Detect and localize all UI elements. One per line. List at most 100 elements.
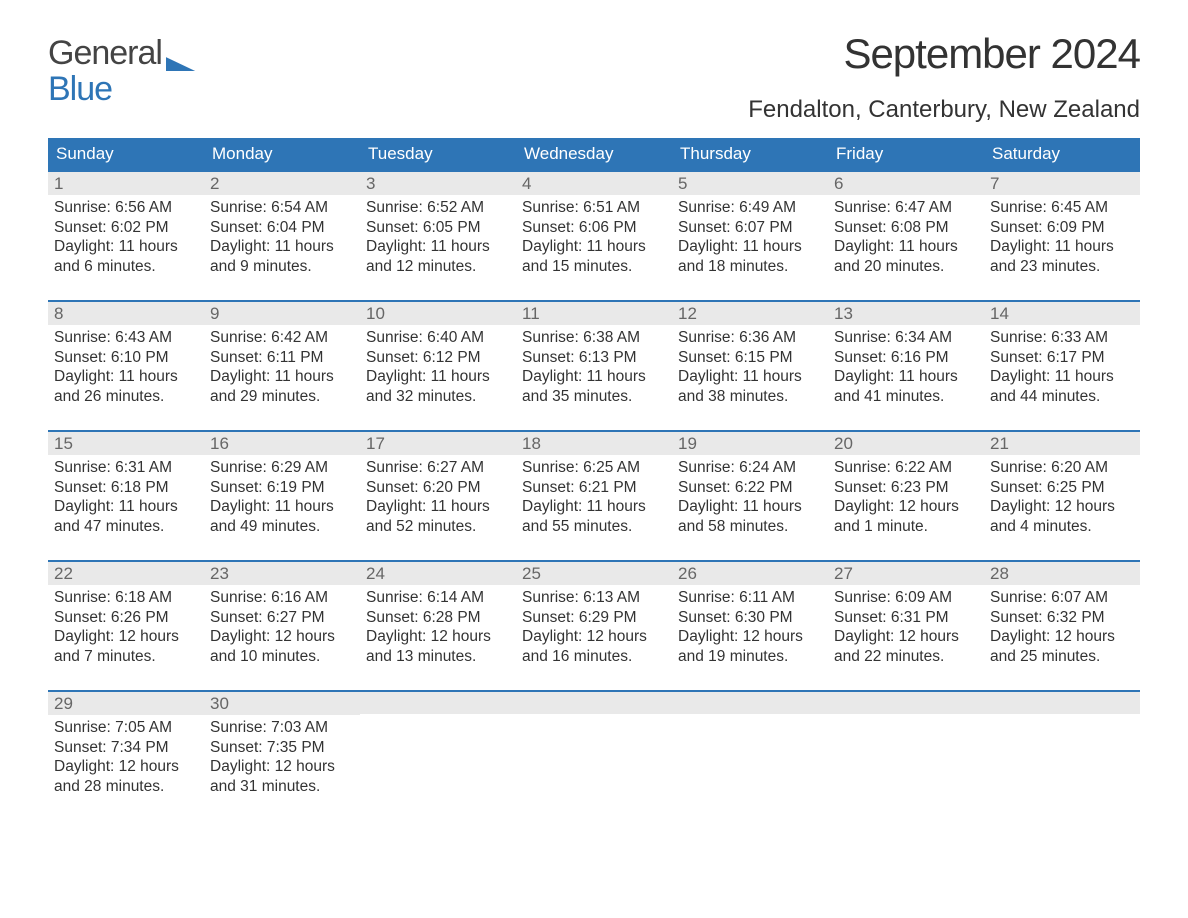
day-number: 11 xyxy=(516,302,672,325)
day2-line: and 38 minutes. xyxy=(678,387,822,407)
day-number: 16 xyxy=(204,432,360,455)
day1-line: Daylight: 11 hours xyxy=(366,367,510,387)
day2-line: and 22 minutes. xyxy=(834,647,978,667)
day-cell: 18Sunrise: 6:25 AMSunset: 6:21 PMDayligh… xyxy=(516,432,672,560)
day1-line: Daylight: 11 hours xyxy=(210,367,354,387)
day-number: 3 xyxy=(360,172,516,195)
day2-line: and 58 minutes. xyxy=(678,517,822,537)
sunrise-line: Sunrise: 6:31 AM xyxy=(54,458,198,478)
sunset-line: Sunset: 6:22 PM xyxy=(678,478,822,498)
sunrise-line: Sunrise: 7:05 AM xyxy=(54,718,198,738)
day-number: 15 xyxy=(48,432,204,455)
day2-line: and 13 minutes. xyxy=(366,647,510,667)
sunset-line: Sunset: 6:26 PM xyxy=(54,608,198,628)
day-number: 1 xyxy=(48,172,204,195)
day-cell: 4Sunrise: 6:51 AMSunset: 6:06 PMDaylight… xyxy=(516,172,672,300)
day1-line: Daylight: 12 hours xyxy=(834,497,978,517)
day1-line: Daylight: 12 hours xyxy=(990,627,1134,647)
day2-line: and 28 minutes. xyxy=(54,777,198,797)
day-cell: 6Sunrise: 6:47 AMSunset: 6:08 PMDaylight… xyxy=(828,172,984,300)
day-number: 8 xyxy=(48,302,204,325)
sunset-line: Sunset: 6:15 PM xyxy=(678,348,822,368)
day2-line: and 23 minutes. xyxy=(990,257,1134,277)
sunrise-line: Sunrise: 6:22 AM xyxy=(834,458,978,478)
day1-line: Daylight: 11 hours xyxy=(990,367,1134,387)
day-number: 2 xyxy=(204,172,360,195)
day-number xyxy=(984,692,1140,714)
day-cell xyxy=(516,692,672,820)
day2-line: and 16 minutes. xyxy=(522,647,666,667)
sunrise-line: Sunrise: 6:14 AM xyxy=(366,588,510,608)
day-cell: 26Sunrise: 6:11 AMSunset: 6:30 PMDayligh… xyxy=(672,562,828,690)
sunrise-line: Sunrise: 6:33 AM xyxy=(990,328,1134,348)
day-cell: 13Sunrise: 6:34 AMSunset: 6:16 PMDayligh… xyxy=(828,302,984,430)
sunrise-line: Sunrise: 6:49 AM xyxy=(678,198,822,218)
sunset-line: Sunset: 6:25 PM xyxy=(990,478,1134,498)
day-number: 4 xyxy=(516,172,672,195)
sunrise-line: Sunrise: 6:56 AM xyxy=(54,198,198,218)
brand-bottom: Blue xyxy=(48,72,162,108)
sunset-line: Sunset: 6:04 PM xyxy=(210,218,354,238)
sunrise-line: Sunrise: 6:47 AM xyxy=(834,198,978,218)
brand-top: General xyxy=(48,36,162,72)
day-header: Thursday xyxy=(672,138,828,170)
page-header: General Blue September 2024 Fendalton, C… xyxy=(48,30,1140,134)
day1-line: Daylight: 11 hours xyxy=(54,237,198,257)
sunset-line: Sunset: 6:05 PM xyxy=(366,218,510,238)
sunset-line: Sunset: 6:02 PM xyxy=(54,218,198,238)
day1-line: Daylight: 11 hours xyxy=(990,237,1134,257)
day-number: 24 xyxy=(360,562,516,585)
sunrise-line: Sunrise: 6:43 AM xyxy=(54,328,198,348)
month-title: September 2024 xyxy=(748,30,1140,78)
sunset-line: Sunset: 6:12 PM xyxy=(366,348,510,368)
day-number: 29 xyxy=(48,692,204,715)
day2-line: and 12 minutes. xyxy=(366,257,510,277)
day-header-row: Sunday Monday Tuesday Wednesday Thursday… xyxy=(48,138,1140,170)
day1-line: Daylight: 11 hours xyxy=(678,497,822,517)
sunrise-line: Sunrise: 6:09 AM xyxy=(834,588,978,608)
sunset-line: Sunset: 6:23 PM xyxy=(834,478,978,498)
day-cell: 29Sunrise: 7:05 AMSunset: 7:34 PMDayligh… xyxy=(48,692,204,820)
sunrise-line: Sunrise: 6:34 AM xyxy=(834,328,978,348)
day1-line: Daylight: 12 hours xyxy=(366,627,510,647)
day-cell: 10Sunrise: 6:40 AMSunset: 6:12 PMDayligh… xyxy=(360,302,516,430)
sunrise-line: Sunrise: 6:36 AM xyxy=(678,328,822,348)
day-number: 25 xyxy=(516,562,672,585)
day-cell xyxy=(828,692,984,820)
sunset-line: Sunset: 6:13 PM xyxy=(522,348,666,368)
day-number xyxy=(672,692,828,714)
day2-line: and 6 minutes. xyxy=(54,257,198,277)
day2-line: and 32 minutes. xyxy=(366,387,510,407)
day1-line: Daylight: 11 hours xyxy=(366,497,510,517)
sunset-line: Sunset: 6:07 PM xyxy=(678,218,822,238)
sunrise-line: Sunrise: 6:45 AM xyxy=(990,198,1134,218)
day-number: 9 xyxy=(204,302,360,325)
day2-line: and 20 minutes. xyxy=(834,257,978,277)
day-cell: 27Sunrise: 6:09 AMSunset: 6:31 PMDayligh… xyxy=(828,562,984,690)
sunrise-line: Sunrise: 6:27 AM xyxy=(366,458,510,478)
day2-line: and 1 minute. xyxy=(834,517,978,537)
day-number: 19 xyxy=(672,432,828,455)
sunrise-line: Sunrise: 6:54 AM xyxy=(210,198,354,218)
day1-line: Daylight: 12 hours xyxy=(54,757,198,777)
day-number: 13 xyxy=(828,302,984,325)
day-number: 27 xyxy=(828,562,984,585)
sunrise-line: Sunrise: 7:03 AM xyxy=(210,718,354,738)
sunrise-line: Sunrise: 6:40 AM xyxy=(366,328,510,348)
day-number: 21 xyxy=(984,432,1140,455)
day1-line: Daylight: 11 hours xyxy=(834,367,978,387)
day1-line: Daylight: 11 hours xyxy=(210,497,354,517)
title-block: September 2024 Fendalton, Canterbury, Ne… xyxy=(748,30,1140,134)
sunrise-line: Sunrise: 6:38 AM xyxy=(522,328,666,348)
day-number: 30 xyxy=(204,692,360,715)
brand-text: General Blue xyxy=(48,36,162,107)
day1-line: Daylight: 11 hours xyxy=(678,367,822,387)
day2-line: and 44 minutes. xyxy=(990,387,1134,407)
day2-line: and 26 minutes. xyxy=(54,387,198,407)
day-number xyxy=(360,692,516,714)
sunrise-line: Sunrise: 6:16 AM xyxy=(210,588,354,608)
day2-line: and 49 minutes. xyxy=(210,517,354,537)
day-number: 6 xyxy=(828,172,984,195)
week-row: 8Sunrise: 6:43 AMSunset: 6:10 PMDaylight… xyxy=(48,300,1140,430)
sunset-line: Sunset: 6:31 PM xyxy=(834,608,978,628)
